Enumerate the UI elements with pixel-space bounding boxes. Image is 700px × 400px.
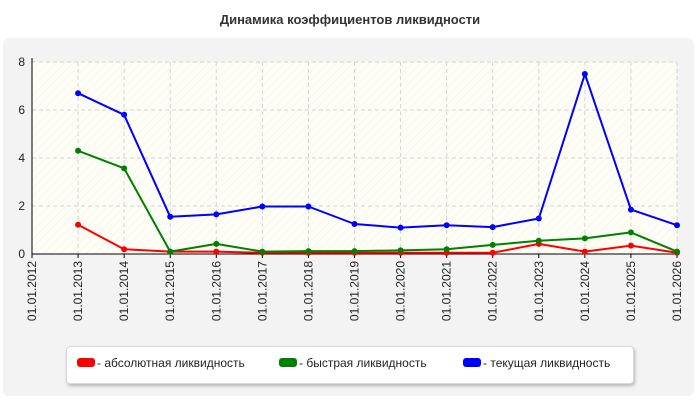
data-point-absolute bbox=[581, 248, 588, 255]
data-point-current bbox=[121, 111, 128, 118]
x-tick-label: 01.01.2015 bbox=[163, 261, 177, 321]
series-line-current bbox=[77, 73, 678, 229]
data-point-quick bbox=[443, 246, 450, 253]
data-point-absolute bbox=[627, 242, 634, 249]
data-point-quick bbox=[305, 248, 312, 255]
data-point-current bbox=[535, 215, 542, 222]
data-point-quick bbox=[627, 229, 634, 236]
y-tick-label: 4 bbox=[18, 151, 25, 165]
legend-swatch-absolute bbox=[77, 358, 95, 368]
data-point-current bbox=[213, 211, 220, 218]
x-tick-label: 01.01.2023 bbox=[532, 261, 546, 321]
series-line-quick bbox=[77, 149, 678, 253]
chart-legend: - абсолютная ликвидность - быстрая ликви… bbox=[66, 346, 634, 384]
x-tick-label: 01.01.2016 bbox=[209, 261, 223, 321]
x-tick-label: 01.01.2017 bbox=[255, 261, 269, 321]
legend-swatch-quick bbox=[279, 358, 297, 368]
legend-item-absolute[interactable]: - абсолютная ликвидность bbox=[77, 355, 245, 370]
legend-label-current: - текущая ликвидность bbox=[483, 355, 611, 370]
series-line-absolute bbox=[77, 223, 678, 254]
data-point-current bbox=[627, 206, 634, 213]
data-point-current bbox=[397, 224, 404, 231]
data-point-current bbox=[305, 203, 312, 210]
data-point-current bbox=[351, 221, 358, 227]
data-point-quick bbox=[674, 248, 680, 255]
data-point-absolute bbox=[213, 248, 220, 255]
data-point-current bbox=[443, 222, 450, 229]
x-tick-label: 01.01.2013 bbox=[71, 261, 85, 321]
legend-label-absolute: - абсолютная ликвидность bbox=[97, 355, 245, 370]
legend-label-quick: - быстрая ликвидность bbox=[299, 355, 427, 370]
data-point-current bbox=[259, 203, 266, 210]
x-tick-label: 01.01.2012 bbox=[25, 261, 39, 321]
legend-item-quick[interactable]: - быстрая ликвидность bbox=[279, 355, 427, 370]
data-point-quick bbox=[535, 237, 542, 244]
data-point-quick bbox=[259, 248, 266, 255]
y-tick-label: 8 bbox=[18, 55, 25, 69]
data-point-absolute bbox=[121, 246, 128, 253]
data-point-quick bbox=[167, 248, 174, 255]
y-tick-label: 2 bbox=[18, 199, 25, 213]
data-point-current bbox=[75, 90, 82, 97]
data-point-quick bbox=[351, 248, 358, 255]
y-tick-label: 0 bbox=[18, 247, 25, 261]
data-point-quick bbox=[397, 247, 404, 254]
data-point-quick bbox=[213, 240, 220, 247]
data-point-current bbox=[167, 213, 174, 220]
x-tick-label: 01.01.2020 bbox=[394, 261, 408, 321]
chart-title: Динамика коэффициентов ликвидности bbox=[219, 12, 481, 27]
data-point-absolute bbox=[75, 221, 82, 228]
x-tick-label: 01.01.2014 bbox=[117, 261, 131, 321]
data-point-quick bbox=[581, 235, 588, 242]
data-point-absolute bbox=[489, 249, 496, 256]
x-tick-label: 01.01.2024 bbox=[578, 261, 592, 321]
data-point-current bbox=[674, 222, 680, 229]
legend-item-current[interactable]: - текущая ликвидность bbox=[463, 355, 610, 370]
y-tick-label: 6 bbox=[18, 103, 25, 117]
x-tick-label: 01.01.2018 bbox=[301, 261, 315, 321]
legend-swatch-current bbox=[463, 358, 481, 368]
x-tick-label: 01.01.2021 bbox=[440, 261, 454, 321]
data-point-current bbox=[489, 224, 496, 231]
x-tick-label: 01.01.2022 bbox=[486, 261, 500, 321]
data-point-quick bbox=[489, 241, 496, 248]
x-tick-label: 01.01.2026 bbox=[670, 261, 684, 321]
x-tick-label: 01.01.2019 bbox=[348, 261, 362, 321]
data-point-quick bbox=[75, 147, 82, 154]
x-tick-label: 01.01.2025 bbox=[624, 261, 638, 321]
data-point-quick bbox=[121, 165, 128, 172]
data-point-current bbox=[581, 71, 588, 77]
